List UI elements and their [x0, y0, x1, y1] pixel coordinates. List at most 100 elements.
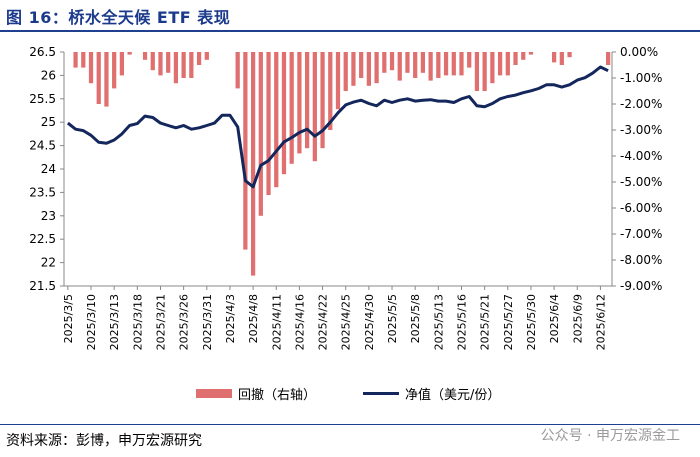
drawdown-bar: [428, 52, 433, 81]
drawdown-bar: [166, 52, 171, 73]
legend-bar-swatch: [196, 389, 232, 398]
drawdown-bar: [374, 52, 379, 84]
right-tick-label: -6.00%: [620, 201, 662, 215]
legend-label-drawdown: 回撤（右轴）: [238, 388, 317, 403]
left-tick-label: 26.5: [29, 45, 56, 59]
x-tick-label: 2025/3/26: [178, 294, 191, 350]
etf-performance-chart: 21.5 22 22.5 23 23.5 24 24.5 25 25.5 26 26.5 0.00% -…: [29, 45, 662, 350]
drawdown-bar: [112, 52, 117, 89]
drawdown-bar: [173, 52, 179, 84]
drawdown-bar: [235, 52, 240, 89]
drawdown-bar: [343, 52, 348, 91]
drawdown-bar: [606, 52, 611, 65]
left-tick-label: 21.5: [29, 279, 56, 293]
drawdown-bar: [297, 52, 302, 154]
drawdown-bar: [551, 52, 557, 63]
drawdown-bar: [528, 52, 534, 55]
footer-rule: [0, 424, 700, 425]
drawdown-bar: [281, 52, 287, 175]
legend-label-nav: 净值（美元/份）: [405, 388, 501, 403]
drawdown-bar: [204, 52, 209, 60]
drawdown-bar: [443, 52, 449, 76]
x-tick-label: 2025/5/8: [409, 294, 422, 343]
nav-line: [66, 65, 609, 189]
x-tick-label: 2025/6/4: [548, 294, 561, 343]
left-tick-label: 23.5: [29, 185, 56, 199]
drawdown-bar: [413, 52, 418, 78]
drawdown-bar: [181, 52, 186, 78]
right-tick-label: 0.00%: [620, 45, 658, 59]
x-tick-label: 2025/4/22: [317, 294, 330, 350]
left-tick-label: 23: [41, 209, 56, 223]
drawdown-bar: [189, 52, 194, 78]
drawdown-bar: [320, 52, 325, 149]
x-tick-label: 2025/4/25: [340, 294, 353, 350]
right-tick-label: -2.00%: [620, 97, 662, 111]
watermark: 公众号 · 申万宏源金工: [540, 428, 680, 444]
right-tick-label: -1.00%: [620, 71, 662, 85]
drawdown-bar: [467, 52, 472, 68]
x-tick-label: 2025/3/31: [201, 294, 214, 350]
x-tick-label: 2025/5/5: [386, 294, 399, 343]
drawdown-bar: [328, 52, 333, 130]
drawdown-bar: [505, 52, 510, 76]
drawdown-bar: [158, 52, 163, 76]
x-tick-label: 2025/4/11: [270, 294, 283, 350]
right-tick-label: -4.00%: [620, 149, 662, 163]
x-tick-label: 2025/4/3: [224, 294, 237, 343]
drawdown-bar: [366, 52, 371, 86]
drawdown-bar: [266, 52, 271, 195]
drawdown-bar: [127, 52, 132, 55]
source-note: 资料来源：彭博，申万宏源研究: [6, 433, 202, 449]
x-tick-label: 2025/3/5: [62, 294, 75, 343]
x-tick-label: 2025/6/12: [594, 294, 607, 350]
drawdown-bar: [335, 52, 341, 110]
drawdown-bar: [459, 52, 464, 76]
drawdown-bar: [497, 52, 503, 76]
drawdown-bar: [451, 52, 456, 76]
drawdown-bar: [150, 52, 155, 71]
legend-line-swatch: [363, 392, 399, 395]
drawdown-bar: [88, 52, 94, 84]
right-tick-label: -5.00%: [620, 175, 662, 189]
x-tick-label: 2025/3/21: [154, 294, 167, 350]
drawdown-bar: [243, 52, 248, 250]
x-tick-label: 2025/4/30: [363, 294, 376, 350]
right-tick-label: -8.00%: [620, 253, 662, 267]
drawdown-bar: [474, 52, 480, 91]
x-tick-label: 2025/5/27: [502, 294, 515, 350]
right-tick-label: -3.00%: [620, 123, 662, 137]
drawdown-bar: [559, 52, 564, 65]
drawdown-bar: [521, 52, 526, 60]
left-tick-label: 25: [41, 115, 56, 129]
x-tick-label: 2025/4/16: [293, 294, 306, 350]
drawdown-bar: [397, 52, 402, 81]
left-tick-label: 24.5: [29, 139, 56, 153]
x-tick-label: 2025/5/21: [479, 294, 492, 350]
left-tick-label: 26: [41, 68, 56, 82]
x-tick-label: 2025/4/8: [247, 294, 260, 343]
legend-item-drawdown: 回撤（右轴）: [196, 384, 316, 403]
drawdown-bar: [482, 52, 487, 91]
chart-legend: 回撤（右轴） 净值（美元/份）: [0, 382, 700, 406]
drawdown-bar: [305, 52, 310, 149]
left-tick-label: 22: [41, 256, 56, 270]
left-tick-label: 24: [41, 162, 56, 176]
x-tick-label: 2025/3/13: [108, 294, 121, 350]
drawdown-bar: [289, 52, 294, 164]
drawdown-bar: [312, 52, 317, 162]
x-tick-label: 2025/3/10: [85, 294, 98, 350]
drawdown-bar: [436, 52, 441, 78]
title-rule: [0, 30, 700, 32]
drawdown-bar: [104, 52, 109, 107]
right-tick-label: -7.00%: [620, 227, 662, 241]
left-tick-label: 22.5: [29, 232, 56, 246]
drawdown-bar: [119, 52, 125, 76]
x-tick-label: 2025/3/18: [131, 294, 144, 350]
drawdown-bar: [73, 52, 78, 68]
drawdown-bar: [420, 52, 426, 73]
right-tick-label: -9.00%: [620, 279, 662, 293]
drawdown-bar: [250, 52, 256, 276]
x-tick-label: 2025/5/13: [432, 294, 445, 350]
x-tick-label: 2025/6/9: [571, 294, 584, 343]
